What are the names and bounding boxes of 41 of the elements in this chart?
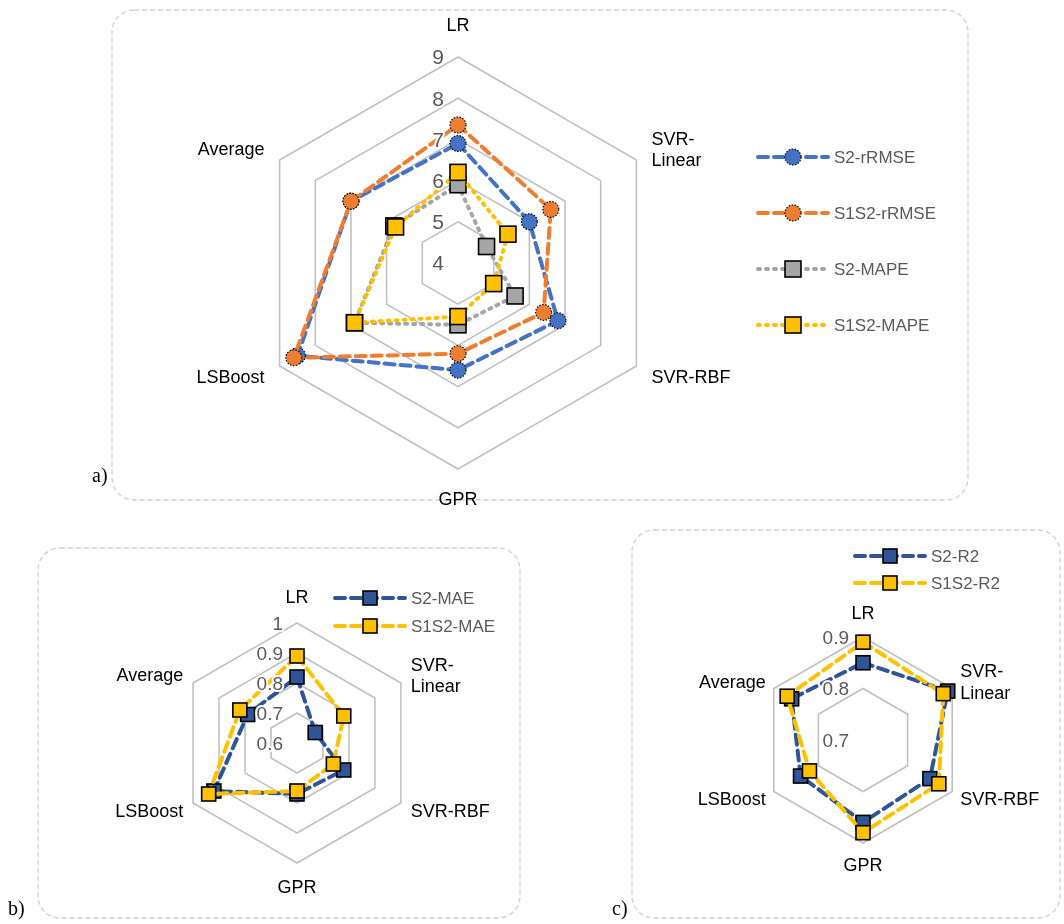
y-tick-label: 5	[432, 210, 444, 234]
spoke-label: Average	[698, 671, 766, 692]
text: b)	[8, 897, 25, 920]
spoke-label: GPR	[438, 489, 478, 509]
text: a)	[92, 464, 108, 487]
text: c)	[612, 897, 628, 920]
legend-label: S1S2-MAE	[411, 616, 496, 636]
legend-label: S2-R2	[931, 546, 980, 566]
spoke-label: LSBoost	[697, 788, 766, 809]
y-tick-label: 0.8	[822, 678, 849, 700]
y-tick-label: 9	[432, 45, 444, 69]
legend-label: S2-rRMSE	[834, 147, 916, 167]
spoke-label: SVR-Linear	[960, 661, 1011, 703]
spoke-label: SVR-RBF	[651, 367, 731, 387]
spoke-label: LR	[446, 15, 470, 35]
y-tick-label: 0.7	[822, 729, 849, 751]
y-tick-label: 6	[432, 168, 444, 192]
spoke-label: SVR-Linear	[651, 128, 702, 171]
y-tick-label: 0.6	[256, 732, 283, 754]
spoke-label: SVR-RBF	[410, 801, 490, 821]
spoke-label: GPR	[277, 877, 317, 897]
y-tick-label: 4	[432, 251, 445, 275]
y-tick-label: 0.9	[256, 642, 283, 664]
spoke-label: LSBoost	[115, 801, 184, 821]
legend-label: S1S2-MAPE	[834, 315, 930, 335]
y-tick-label: 0.9	[822, 626, 849, 648]
spoke-label: GPR	[843, 855, 883, 875]
legend-label: S2-MAPE	[834, 259, 909, 279]
spoke-label: LSBoost	[196, 367, 265, 387]
y-tick-label: 0.7	[256, 702, 283, 724]
spoke-label: SVR-RBF	[960, 788, 1040, 809]
spoke-label: Average	[197, 139, 265, 159]
spoke-label: LR	[285, 587, 309, 607]
spoke-label: LR	[851, 603, 875, 623]
y-tick-label: 1	[272, 612, 283, 634]
legend-label: S1S2-R2	[931, 573, 1000, 593]
y-tick-label: 8	[432, 86, 444, 110]
spoke-label: Average	[116, 665, 184, 685]
spoke-label: SVR-Linear	[410, 654, 461, 697]
legend-label: S1S2-rRMSE	[834, 203, 937, 223]
legend-label: S2-MAE	[411, 588, 475, 608]
